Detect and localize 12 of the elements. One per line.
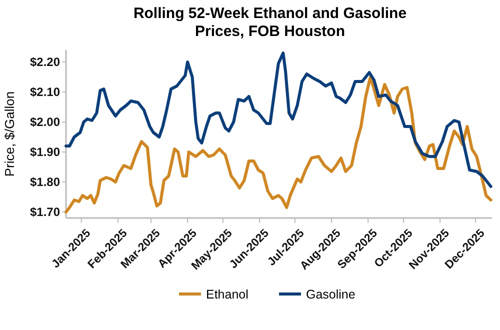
legend-label: Ethanol [206, 287, 248, 302]
y-tick-label: $1.90 [30, 145, 60, 160]
y-tick-label: $1.70 [30, 205, 60, 220]
chart-title: Rolling 52-Week Ethanol and Gasoline Prices, FOB Houston [133, 5, 407, 40]
y-tick-label: $2.20 [30, 55, 60, 70]
line-series [64, 52, 492, 188]
legend-label: Gasoline [306, 287, 356, 302]
line-series [64, 76, 492, 214]
y-tick-label: $2.00 [30, 115, 60, 130]
y-tick-label: $2.10 [30, 85, 60, 100]
y-tick-label: $1.80 [30, 175, 60, 190]
y-axis-title: Price, $/Gallon [2, 91, 17, 177]
